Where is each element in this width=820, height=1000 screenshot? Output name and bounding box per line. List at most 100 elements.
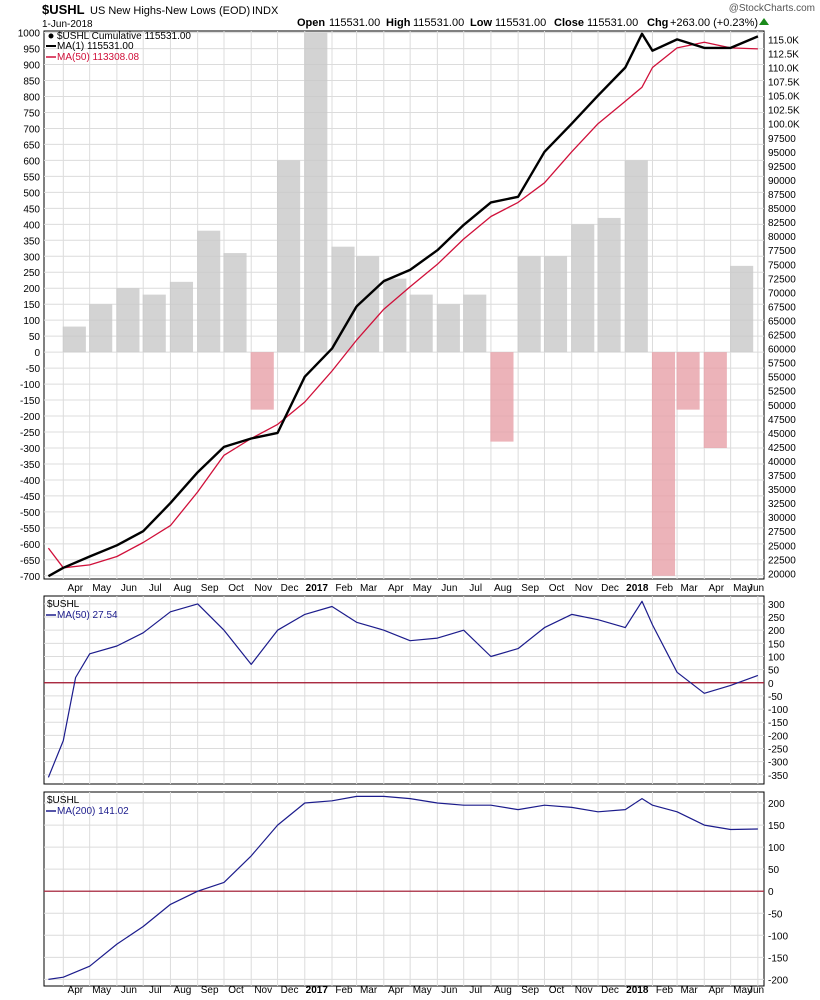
open-label: Open [297,17,325,29]
y-tick-label: 750 [23,108,40,119]
y-tick-label: 50000 [768,401,796,412]
ma200-panel-frame [43,791,765,987]
histogram-bar [331,246,355,353]
main-legend: $USHL Cumulative 115531.00 MA(1) 115531.… [46,31,191,63]
y-tick-label: 20000 [768,569,796,580]
watermark: @StockCharts.com [729,3,815,14]
histogram-bar [356,256,380,353]
x-tick-label: 2018 [626,583,649,594]
x-tick-label: Jul [149,985,162,996]
x-tick-label: Aug [174,583,192,594]
y-tick-label: -200 [20,412,40,423]
series-layer [47,32,759,980]
cumulative-line [47,32,759,578]
y-tick-label: -200 [768,975,788,986]
histogram-bar [250,352,274,410]
histogram-bar [436,304,460,353]
y-tick-label: 70000 [768,288,796,299]
y-tick-label: 450 [23,204,40,215]
y-tick-label: 200 [768,626,785,637]
x-tick-label: 2017 [306,985,329,996]
y-tick-label: -100 [20,380,40,391]
y-tick-label: -700 [20,572,40,583]
y-tick-label: -50 [768,692,783,703]
chart-date: 1-Jun-2018 [42,19,93,30]
legend-symbol: $USHL [47,795,80,806]
y-tick-label: 150 [23,300,40,311]
y-tick-label: 200 [768,799,785,810]
ma50-legend: $USHL MA(50) 27.54 [46,599,118,621]
ma50-panel-frame [43,595,765,785]
y-tick-label: 150 [768,639,785,650]
y-tick-label: 850 [23,77,40,88]
y-tick-label: 105.0K [768,92,800,103]
y-tick-label: -350 [768,771,788,782]
y-tick-label: 50 [768,865,780,876]
legend-ma50: MA(50) 113308.08 [57,52,140,63]
x-tick-label: Dec [601,985,619,996]
y-tick-label: 52500 [768,387,796,398]
x-tick-label: May [733,985,752,996]
ma200-indicator-line [48,795,758,980]
y-tick-label: -400 [20,476,40,487]
x-tick-label: Aug [174,985,192,996]
x-tick-label: Dec [281,583,299,594]
chg-value: +263.00 (+0.23%) [670,17,758,29]
low-value: 115531.00 [495,17,546,29]
ma50-indicator-line [47,600,759,778]
histogram-bar [571,224,595,353]
y-tick-label: -600 [20,540,40,551]
y-tick-label: 95000 [768,148,796,159]
y-tick-label: 40000 [768,457,796,468]
y-tick-label: 50 [29,332,41,343]
x-tick-label: May [733,583,752,594]
chg-label: Chg [647,17,668,29]
histogram-bar [142,294,166,353]
histogram-bar [543,256,568,353]
y-tick-label: -250 [768,745,788,756]
x-tick-label: Jun [748,985,764,996]
x-tick-label: Oct [228,583,244,594]
y-tick-label: 100 [768,843,785,854]
x-tick-label: Jul [469,583,482,594]
y-tick-label: 55000 [768,373,796,384]
y-tick-label: 700 [23,124,40,135]
x-tick-label: Apr [709,583,725,594]
x-tick-label: May [413,985,432,996]
y-tick-label: 112.5K [768,49,799,60]
x-tick-label: Apr [388,583,404,594]
y-axis-labels: 1000950900850800750700650600550500450400… [18,29,800,987]
histogram-bar [89,304,113,353]
x-axis-labels: AprAprMayMayJunJunJulJulAugAugSepSepOctO… [68,583,765,996]
x-tick-label: Nov [254,583,272,594]
y-tick-label: 22500 [768,555,796,566]
x-tick-label: Sep [201,583,219,594]
y-tick-label: 350 [23,236,40,247]
x-tick-label: May [92,985,111,996]
y-tick-label: 100.0K [768,120,800,131]
y-tick-label: 77500 [768,246,796,257]
high-value: 115531.00 [413,17,464,29]
x-tick-label: May [92,583,111,594]
y-tick-label: -250 [20,428,40,439]
y-tick-label: 32500 [768,499,796,510]
y-tick-label: 250 [768,613,785,624]
y-tick-label: -200 [768,731,788,742]
y-tick-label: 35000 [768,485,796,496]
x-tick-label: Mar [680,985,698,996]
y-tick-label: -350 [20,460,40,471]
histogram-bar [383,278,407,353]
x-tick-label: Dec [601,583,619,594]
y-tick-label: 800 [23,93,40,104]
x-tick-label: Jun [121,985,137,996]
histogram-bar [197,230,221,353]
x-tick-label: Apr [68,583,84,594]
x-tick-label: Nov [575,583,593,594]
x-tick-label: Feb [656,985,674,996]
legend-dot-icon [48,33,54,39]
ma200-legend: $USHL MA(200) 141.02 [46,795,129,817]
y-tick-label: 300 [23,252,40,263]
y-tick-label: 85000 [768,204,796,215]
x-tick-label: Feb [335,985,353,996]
open-value: 115531.00 [329,17,380,29]
